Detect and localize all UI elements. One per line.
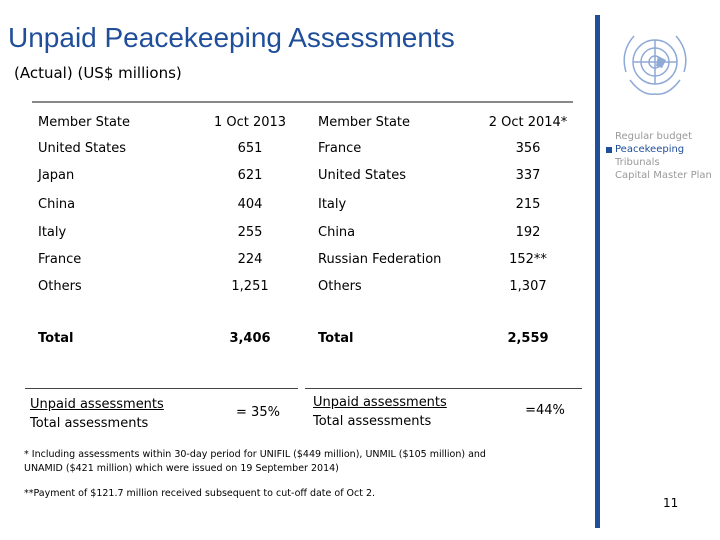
table-cell: Russian Federation xyxy=(318,252,442,267)
column-header: 1 Oct 2013 xyxy=(213,115,287,130)
table-cell: 356 xyxy=(515,141,541,156)
total-cell: 3,406 xyxy=(229,331,271,346)
footnote: * Including assessments within 30-day pe… xyxy=(24,449,486,474)
column-header: Member State xyxy=(318,115,411,130)
total-cell: Total xyxy=(318,331,354,346)
ratio-numerator: Unpaid assessments xyxy=(313,395,447,410)
table-cell: France xyxy=(38,252,82,267)
table-cell: 651 xyxy=(237,141,263,156)
ratio-numerator: Unpaid assessments xyxy=(30,397,164,412)
table-cell: France xyxy=(318,141,362,156)
title: Unpaid Peacekeeping Assessments xyxy=(8,22,455,53)
table-cell: 224 xyxy=(237,252,263,267)
table-cell: 1,307 xyxy=(509,279,547,294)
ratio-rule xyxy=(305,388,582,389)
table-cell: 404 xyxy=(237,197,263,212)
table-cell: 215 xyxy=(515,197,541,212)
column-header: 2 Oct 2014* xyxy=(488,115,568,130)
un-emblem xyxy=(623,35,687,95)
total-cell: Total xyxy=(38,331,74,346)
footnote: **Payment of $121.7 million received sub… xyxy=(24,488,376,499)
total-cell: 2,559 xyxy=(507,331,549,346)
table-cell: 337 xyxy=(515,168,541,183)
ratio-denominator: Total assessments xyxy=(30,416,149,431)
table-top-rule xyxy=(32,101,573,103)
legend-item: Capital Master Plan xyxy=(615,170,712,181)
table-cell: United States xyxy=(318,168,407,183)
table-cell: 152** xyxy=(509,252,547,267)
table-cell: 1,251 xyxy=(231,279,269,294)
table-cell: Italy xyxy=(318,197,347,212)
table-cell: 192 xyxy=(515,225,541,240)
divider xyxy=(595,15,600,528)
table-cell: 255 xyxy=(237,225,263,240)
table-cell: China xyxy=(38,197,76,212)
table-cell: Others xyxy=(318,279,362,294)
subtitle: (Actual) (US$ millions) xyxy=(14,64,182,82)
table-cell: China xyxy=(318,225,356,240)
table-cell: Others xyxy=(38,279,82,294)
legend-item: Peacekeeping xyxy=(615,144,685,155)
page-number: 11 xyxy=(663,496,679,510)
legend-bullet xyxy=(606,147,612,153)
ratio-rule xyxy=(25,388,298,389)
ratio-denominator: Total assessments xyxy=(313,414,432,429)
table-cell: Japan xyxy=(38,168,75,183)
table-cell: Italy xyxy=(38,225,67,240)
legend-item: Regular budget xyxy=(615,131,692,142)
legend-item: Tribunals xyxy=(615,157,660,168)
ratio-value: =44% xyxy=(525,403,565,418)
ratio-value: = 35% xyxy=(236,405,280,420)
table-cell: 621 xyxy=(237,168,263,183)
column-header: Member State xyxy=(38,115,131,130)
table-cell: United States xyxy=(38,141,127,156)
